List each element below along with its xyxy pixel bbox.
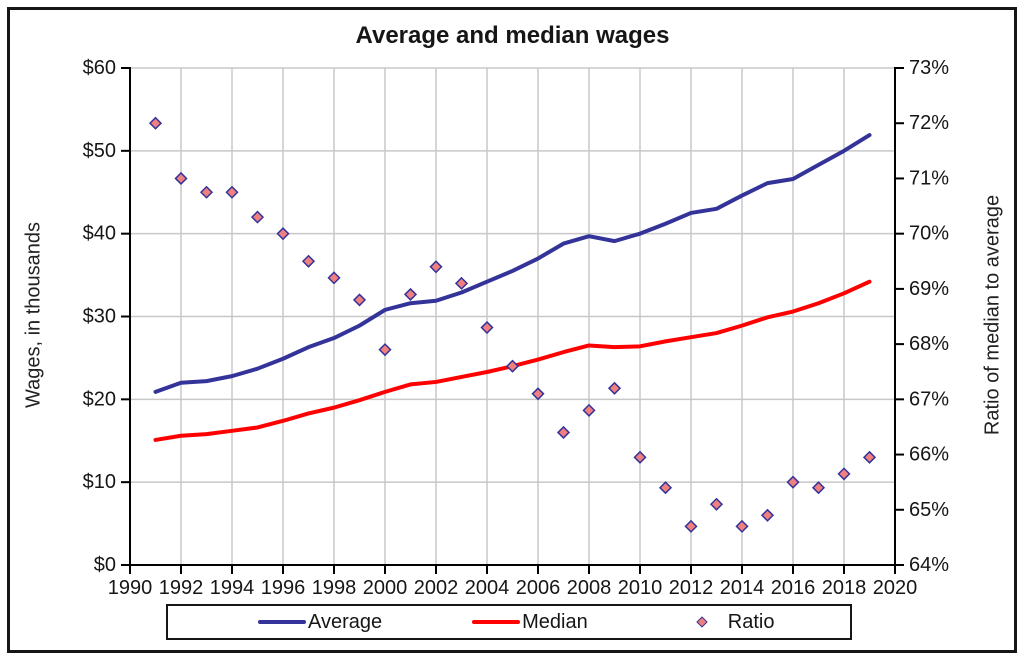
ratio-marker xyxy=(454,276,469,290)
y-right-tick-label: 67% xyxy=(909,388,949,410)
x-tick-label: 1998 xyxy=(312,577,357,599)
x-tick-label: 2000 xyxy=(363,577,408,599)
ratio-marker xyxy=(607,381,622,395)
ratio-marker xyxy=(199,185,214,199)
ratio-marker xyxy=(811,481,826,495)
ratio-marker xyxy=(403,287,418,301)
ratio-marker xyxy=(378,343,392,357)
ratio-marker xyxy=(225,185,239,199)
x-tick-label: 1994 xyxy=(210,577,255,599)
x-tick-label: 2016 xyxy=(771,577,816,599)
y-left-tick-label: $20 xyxy=(83,388,116,410)
ratio-marker xyxy=(760,508,775,522)
ratio-marker xyxy=(633,450,647,464)
y-right-tick-label: 69% xyxy=(909,278,949,300)
ratio-marker xyxy=(148,116,163,130)
x-tick-label: 2006 xyxy=(516,577,561,599)
x-tick-label: 2014 xyxy=(720,577,765,599)
y-axis-title-left: Wages, in thousands xyxy=(22,221,45,409)
ratio-marker xyxy=(837,467,851,481)
ratio-marker xyxy=(709,497,724,511)
x-tick-label: 1990 xyxy=(108,577,153,599)
y-left-tick-label: $40 xyxy=(83,223,116,245)
chart-title: Average and median wages xyxy=(355,22,670,49)
y-right-tick-label: 65% xyxy=(909,499,949,521)
ratio-marker xyxy=(505,359,520,373)
average-line xyxy=(153,133,872,394)
x-tick-label: 2010 xyxy=(618,577,663,599)
ratio-marker xyxy=(658,481,673,495)
x-tick-label: 2018 xyxy=(822,577,867,599)
y-right-tick-label: 71% xyxy=(909,167,949,189)
legend-label-average: Average xyxy=(308,610,383,633)
median-line-swatch xyxy=(472,620,521,624)
x-tick-label: 2020 xyxy=(873,577,918,599)
y-right-tick-label: 64% xyxy=(909,554,949,576)
y-right-tick-label: 72% xyxy=(909,112,949,134)
ratio-marker xyxy=(582,403,596,417)
ratio-marker xyxy=(352,293,367,307)
ratio-marker xyxy=(250,210,265,224)
legend-label-median: Median xyxy=(522,610,588,633)
ratio-marker xyxy=(327,271,341,285)
legend-label-ratio: Ratio xyxy=(727,610,775,633)
ratio-marker xyxy=(684,519,698,533)
x-tick-label: 2008 xyxy=(567,577,612,599)
y-left-tick-label: $0 xyxy=(94,554,116,576)
y-left-tick-label: $10 xyxy=(83,471,116,493)
y-left-tick-label: $60 xyxy=(83,57,116,79)
ratio-marker-swatch-box xyxy=(678,615,726,629)
ratio-marker xyxy=(480,320,494,335)
legend-item-median: Median xyxy=(472,611,588,634)
x-tick-label: 1992 xyxy=(159,577,204,599)
y-right-tick-label: 70% xyxy=(909,223,949,245)
ratio-diamond-icon xyxy=(696,616,708,628)
chart-outer-border xyxy=(7,7,1017,653)
y-axis-title-right: Ratio of median to average xyxy=(981,194,1004,436)
x-tick-label: 2012 xyxy=(669,577,714,599)
y-right-tick-label: 73% xyxy=(909,57,949,79)
x-tick-label: 1996 xyxy=(261,577,306,599)
legend-item-average: Average xyxy=(258,611,382,634)
ratio-marker xyxy=(301,254,316,268)
ratio-marker xyxy=(786,475,800,489)
ratio-marker xyxy=(276,227,290,241)
y-right-tick-label: 66% xyxy=(909,444,949,466)
legend: Average Median Ratio xyxy=(166,604,852,640)
ratio-marker xyxy=(531,387,545,401)
legend-item-ratio: Ratio xyxy=(678,610,775,634)
x-tick-label: 2004 xyxy=(465,577,510,599)
ratio-marker xyxy=(429,260,443,274)
x-tick-label: 2002 xyxy=(414,577,459,599)
ratio-marker xyxy=(735,519,749,533)
y-left-tick-label: $30 xyxy=(83,306,116,328)
y-right-tick-label: 68% xyxy=(909,333,949,355)
average-line-swatch xyxy=(258,620,306,624)
ratio-marker xyxy=(556,425,571,440)
ratio-marker xyxy=(862,450,877,464)
ratio-marker xyxy=(174,171,188,186)
y-left-tick-label: $50 xyxy=(83,140,116,162)
